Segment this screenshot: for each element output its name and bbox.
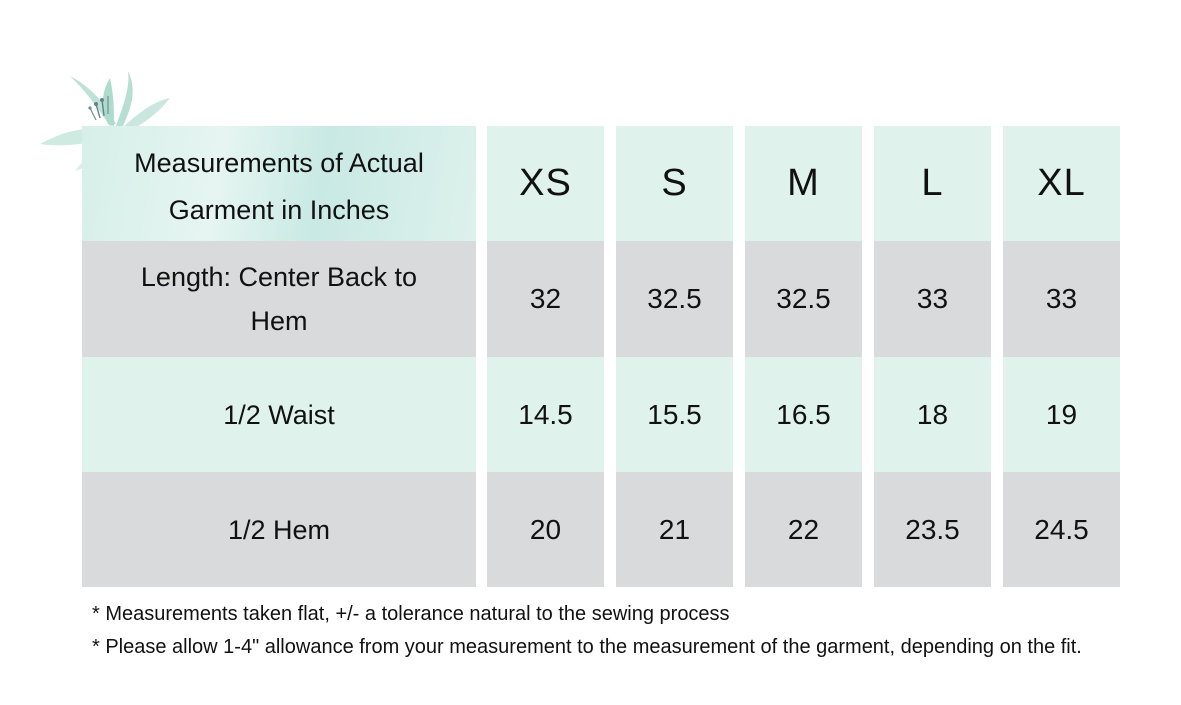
table-cell: 16.5 <box>745 357 862 472</box>
table-cell: 19 <box>1003 357 1120 472</box>
size-label: L <box>921 162 944 204</box>
row-label-length: Length: Center Back to Hem <box>82 241 476 357</box>
cell-value: 20 <box>529 513 562 545</box>
size-label: XS <box>519 162 572 204</box>
size-label: XL <box>1037 162 1086 204</box>
cell-value: 18 <box>916 398 949 430</box>
row-label-text: Length: Center Back to Hem <box>140 262 418 336</box>
cell-value: 32.5 <box>647 283 702 314</box>
table-cell: 32 <box>487 241 604 357</box>
table-cell: 33 <box>1003 241 1120 357</box>
table-cell: 23.5 <box>874 472 991 587</box>
footnote: * Measurements taken flat, +/- a toleran… <box>92 603 730 625</box>
cell-value: 24.5 <box>1034 513 1089 545</box>
footnote: * Please allow 1-4" allowance from your … <box>92 636 1082 658</box>
cell-value: 15.5 <box>647 398 702 430</box>
size-header-s: S <box>616 126 733 241</box>
row-label-text: 1/2 Waist <box>223 399 335 430</box>
cell-value: 16.5 <box>776 398 831 430</box>
table-cell: 14.5 <box>487 357 604 472</box>
cell-value: 33 <box>916 283 949 314</box>
size-header-m: M <box>745 126 862 241</box>
cell-value: 32 <box>529 283 562 314</box>
size-header-xl: XL <box>1003 126 1120 241</box>
table-cell: 32.5 <box>616 241 733 357</box>
cell-value: 33 <box>1045 283 1078 314</box>
table-cell: 22 <box>745 472 862 587</box>
cell-value: 21 <box>658 513 691 545</box>
cell-value: 32.5 <box>776 283 831 314</box>
table-corner-label: Measurements of Actual Garment in Inches <box>82 126 476 241</box>
size-label: M <box>787 162 820 204</box>
table-cell: 18 <box>874 357 991 472</box>
cell-value: 14.5 <box>518 398 573 430</box>
table-cell: 15.5 <box>616 357 733 472</box>
corner-label-text: Measurements of Actual Garment in Inches <box>134 147 424 225</box>
cell-value: 22 <box>787 513 820 545</box>
cell-value: 19 <box>1045 398 1078 430</box>
table-cell: 20 <box>487 472 604 587</box>
table-cell: 33 <box>874 241 991 357</box>
table-cell: 32.5 <box>745 241 862 357</box>
table-cell: 24.5 <box>1003 472 1120 587</box>
size-header-l: L <box>874 126 991 241</box>
row-label-hem: 1/2 Hem <box>82 472 476 587</box>
size-label: S <box>661 162 688 204</box>
table-cell: 21 <box>616 472 733 587</box>
row-label-waist: 1/2 Waist <box>82 357 476 472</box>
row-label-text: 1/2 Hem <box>227 514 331 545</box>
cell-value: 23.5 <box>905 513 960 545</box>
size-header-xs: XS <box>487 126 604 241</box>
